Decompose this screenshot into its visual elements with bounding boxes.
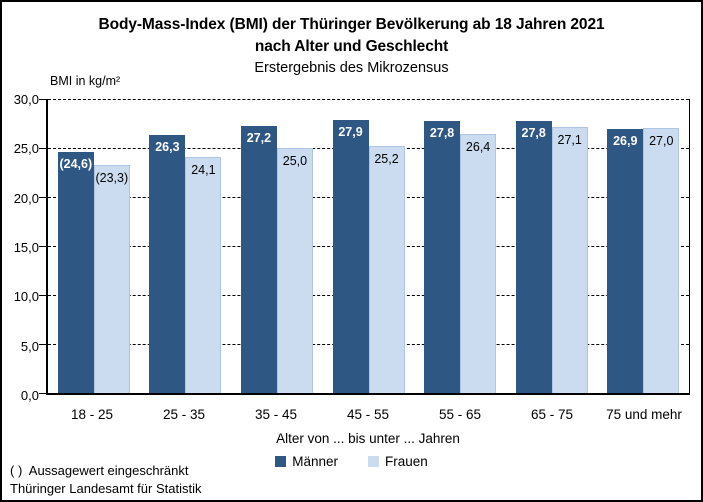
bars-layer: (24,6) (23,3) 26,3 24,1 27,2 25,0 27,9 25,2 27,8… <box>48 99 689 393</box>
bar-value-label: 27,2 <box>246 131 272 146</box>
gridline <box>48 99 689 100</box>
chart-subtitle: Erstergebnis des Mikrozensus <box>254 60 449 76</box>
bar-frauen-35-45: 25,0 <box>276 148 313 393</box>
x-axis-tick-label: 45 - 55 <box>346 407 390 422</box>
y-axis-tick-label: 0,0 <box>20 388 39 403</box>
x-axis-tick-labels: 18 - 25 25 - 35 35 - 45 45 - 55 55 - 65 65 - … <box>46 406 690 423</box>
bar-männer-75undmehr: 26,9 <box>607 129 644 393</box>
bar-männer-25-35: 26,3 <box>149 135 186 393</box>
x-axis-title: Alter von ... bis unter ... Jahren <box>276 431 460 446</box>
bar-value-label: 27,9 <box>338 124 363 139</box>
x-axis-tick-label: 25 - 35 <box>162 407 206 422</box>
y-axis-tick <box>39 147 46 149</box>
legend-swatch-icon <box>275 456 287 467</box>
bar-value-label: 24,1 <box>191 162 216 177</box>
legend-label: Frauen <box>385 454 428 469</box>
chart-title-line1: Body-Mass-Index (BMI) der Thüringer Bevö… <box>98 16 605 33</box>
bar-group: 27,9 25,2 <box>323 99 415 393</box>
y-axis-tick <box>39 196 46 198</box>
legend: Männer Frauen <box>2 454 701 469</box>
bar-group: 27,8 26,4 <box>414 99 506 393</box>
legend-item-frauen: Frauen <box>368 454 428 469</box>
legend-swatch-icon <box>368 456 379 467</box>
bar-frauen-25-35: 24,1 <box>185 156 222 393</box>
bar-value-label: (23,3) <box>95 170 129 185</box>
bar-group: 27,8 27,1 <box>506 99 598 393</box>
bar-value-label: 27,1 <box>557 133 582 148</box>
bar-männer-18-25: (24,6) <box>57 151 94 393</box>
chart-header: Body-Mass-Index (BMI) der Thüringer Bevö… <box>2 14 701 79</box>
x-axis-tick-label: 18 - 25 <box>70 407 114 422</box>
y-axis-tick-labels: 30,0 25,0 20,0 15,0 10,0 5,0 0,0 <box>2 92 39 403</box>
y-axis-tick <box>39 246 46 247</box>
bar-value-label: 26,9 <box>613 134 638 149</box>
x-axis-tick-label: 35 - 45 <box>254 407 298 422</box>
x-axis-tick-label: 75 und mehr <box>606 407 682 422</box>
y-axis-tick <box>39 294 46 296</box>
bar-frauen-65-75: 27,1 <box>551 127 588 393</box>
bar-frauen-55-65: 26,4 <box>460 134 497 393</box>
bar-männer-65-75: 27,8 <box>515 120 552 393</box>
bar-value-label: 27,8 <box>429 125 455 140</box>
bar-männer-35-45: 27,2 <box>240 126 277 393</box>
bar-group: 27,2 25,0 <box>231 99 323 393</box>
x-axis-tick-label: 65 - 75 <box>530 407 574 422</box>
bar-group: (24,6) (23,3) <box>48 99 140 393</box>
bar-männer-45-55: 27,9 <box>332 119 369 393</box>
bar-frauen-18-25: (23,3) <box>93 164 130 393</box>
legend-item-männer: Männer <box>275 454 338 469</box>
legend-label: Männer <box>292 454 338 469</box>
footnote-limited-validity: ( ) Aussagewert eingeschränkt <box>10 463 189 478</box>
y-axis-title: BMI in kg/m² <box>50 74 121 88</box>
bar-value-label: 27,0 <box>649 134 674 149</box>
bar-männer-55-65: 27,8 <box>424 120 461 393</box>
y-axis-tick-label: 20,0 <box>13 190 39 206</box>
y-axis-tick <box>39 344 46 345</box>
bar-value-label: 26,3 <box>155 140 180 155</box>
y-axis-tick-label: 5,0 <box>20 338 39 354</box>
bar-frauen-75undmehr: 27,0 <box>643 128 680 393</box>
y-axis-tick <box>39 99 46 100</box>
y-axis-tick-label: 15,0 <box>13 240 39 255</box>
bar-value-label: 25,2 <box>374 152 399 167</box>
plot-area: (24,6) (23,3) 26,3 24,1 27,2 25,0 27,9 25,2 27,8… <box>39 99 690 395</box>
bar-group: 26,3 24,1 <box>140 99 232 393</box>
bar-value-label: 26,4 <box>465 140 491 155</box>
footnote-source: Thüringer Landesamt für Statistik <box>10 481 202 496</box>
bar-group: 26,9 27,0 <box>597 99 689 393</box>
chart-title-line2: nach Alter und Geschlecht <box>254 38 449 55</box>
y-axis-tick-label: 30,0 <box>13 92 39 107</box>
bar-value-label: (24,6) <box>59 156 93 171</box>
bar-frauen-45-55: 25,2 <box>368 146 405 393</box>
x-axis-tick-label: 55 - 65 <box>438 407 482 422</box>
bar-value-label: 27,8 <box>521 125 546 140</box>
y-axis-tick <box>39 393 46 394</box>
bar-value-label: 25,0 <box>282 154 308 168</box>
y-axis-tick-label: 25,0 <box>13 141 39 157</box>
y-axis-tick-label: 10,0 <box>13 289 39 305</box>
